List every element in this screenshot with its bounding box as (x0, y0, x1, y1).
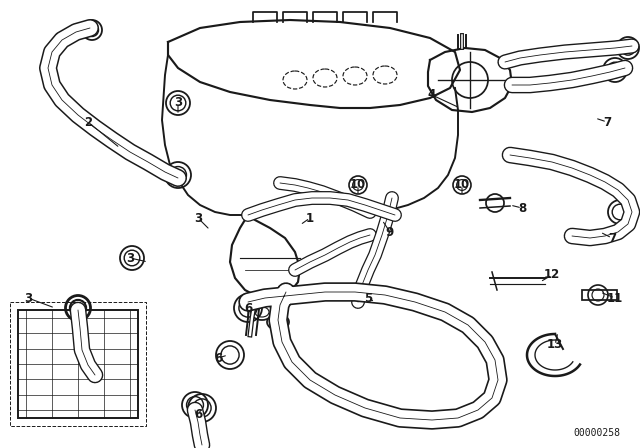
Text: 10: 10 (454, 178, 470, 191)
Text: 13: 13 (547, 339, 563, 352)
Text: 11: 11 (607, 292, 623, 305)
Text: 9: 9 (386, 225, 394, 238)
Text: 1: 1 (306, 211, 314, 224)
Text: 10: 10 (350, 178, 366, 191)
Text: 8: 8 (518, 202, 526, 215)
Text: 4: 4 (428, 89, 436, 102)
Text: 00000258: 00000258 (573, 428, 620, 438)
Text: 3: 3 (174, 96, 182, 109)
Text: 7: 7 (608, 232, 616, 245)
Bar (582, 290, 617, 300)
Text: 2: 2 (84, 116, 92, 129)
Text: 12: 12 (544, 268, 560, 281)
Text: 3: 3 (24, 292, 32, 305)
Text: 7: 7 (603, 116, 611, 129)
Text: 3: 3 (194, 211, 202, 224)
Text: 6: 6 (214, 352, 222, 365)
Text: 3: 3 (126, 251, 134, 264)
Text: 6: 6 (194, 409, 202, 422)
Text: 5: 5 (364, 292, 372, 305)
Text: 6: 6 (244, 302, 252, 314)
